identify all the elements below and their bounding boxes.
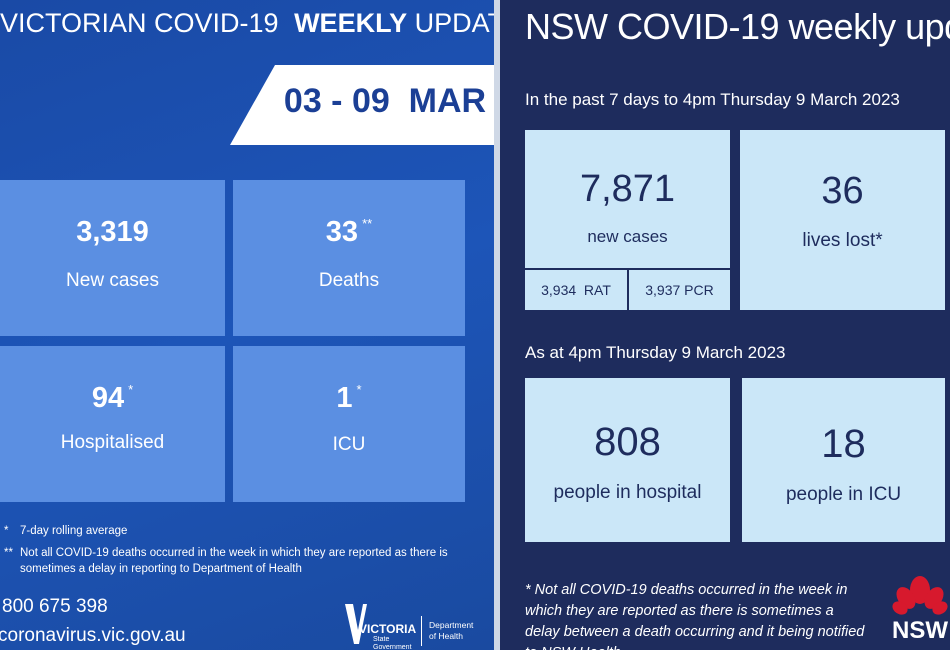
tile-number: 1 * xyxy=(233,382,465,415)
tile: 3,319 New cases xyxy=(0,180,225,336)
tile-label: Deaths xyxy=(318,270,380,291)
tile-label: Hospitalised xyxy=(60,432,165,453)
tile: 808 people in hospital xyxy=(525,378,730,542)
tile: 94 * Hospitalised xyxy=(0,346,225,502)
tile: 18 people in ICU xyxy=(742,378,945,542)
tile-label: lives lost* xyxy=(802,230,883,251)
logo-department: Department of Health xyxy=(429,620,474,641)
tile-label: New cases xyxy=(66,270,159,291)
period: In the past 7 days to 4pm Thursday 9 Mar… xyxy=(525,90,900,109)
title-lead: VICTORIAN COVID-19 xyxy=(0,8,279,38)
vic-logo: VICTORIA State Government Department of … xyxy=(345,604,485,650)
asterisk: * xyxy=(356,382,362,397)
logo-divider xyxy=(421,616,422,646)
nsw-logo-text: NSW xyxy=(892,617,948,644)
tile-label: ICU xyxy=(332,434,366,455)
phone: 800 675 398 xyxy=(2,596,108,617)
logo-name: VICTORIA xyxy=(359,622,417,636)
pcr-tile: 3,937 PCR xyxy=(629,270,730,310)
tile-number: 7,871 xyxy=(579,168,676,210)
tile-label: people in hospital xyxy=(553,482,702,503)
snapshot: As at 4pm Thursday 9 March 2023 xyxy=(525,343,786,362)
tile: 33 ** Deaths xyxy=(233,180,465,336)
number: 33 xyxy=(325,216,359,248)
tile: 7,871 new cases xyxy=(525,130,730,268)
footnote: ** Not all COVID-19 deaths occurred in th… xyxy=(4,545,479,577)
title-tail: UPDATE xyxy=(414,8,494,38)
footnote-text: Not all COVID-19 deaths occurred in the … xyxy=(20,547,448,575)
waratah-logo xyxy=(892,576,948,615)
footnote: * 7-day rolling average xyxy=(4,525,127,537)
footnote-mark: ** xyxy=(4,547,13,559)
website: coronavirus.vic.gov.au xyxy=(0,625,186,646)
footnote: * Not all COVID-19 deaths occurred in th… xyxy=(525,582,865,650)
logo-sub: State Government xyxy=(373,636,412,650)
asterisk: * xyxy=(128,382,134,397)
tile: 36 lives lost* xyxy=(740,130,945,310)
footnote-text: 7-day rolling average xyxy=(20,525,128,537)
logo-v xyxy=(345,604,367,644)
tile-number: 18 xyxy=(821,422,866,466)
rat-tile: 3,934 RAT xyxy=(525,270,627,310)
tile: 1 * ICU xyxy=(233,346,465,502)
footnote-mark: * xyxy=(4,525,9,537)
nsw-title: NSW COVID-19 weekly update xyxy=(525,6,950,47)
title-bold: WEEKLY xyxy=(294,8,408,38)
date: 03 - 09 MAR xyxy=(283,82,487,120)
tile-number: 808 xyxy=(594,420,661,464)
victoria-panel: VICTORIAN COVID-19 WEEKLY UPDATE 03 - 09… xyxy=(0,0,494,650)
asterisk: ** xyxy=(362,216,373,231)
tile-label: new cases xyxy=(587,227,668,246)
tile-label: people in ICU xyxy=(785,484,902,505)
banner-shape xyxy=(230,65,494,145)
nsw-panel: NSW COVID-19 weekly update In the past 7… xyxy=(500,0,950,650)
number: 94 xyxy=(91,382,125,414)
tile-number: 33 ** xyxy=(233,216,465,249)
date-banner xyxy=(230,65,494,145)
vic-title: VICTORIAN COVID-19 WEEKLY UPDATE xyxy=(0,8,494,39)
tile-number: 3,319 xyxy=(0,216,225,249)
tile-number: 94 * xyxy=(0,382,225,415)
tile-number: 36 xyxy=(821,170,864,212)
number: 1 xyxy=(336,382,353,414)
number: 3,319 xyxy=(76,216,149,248)
